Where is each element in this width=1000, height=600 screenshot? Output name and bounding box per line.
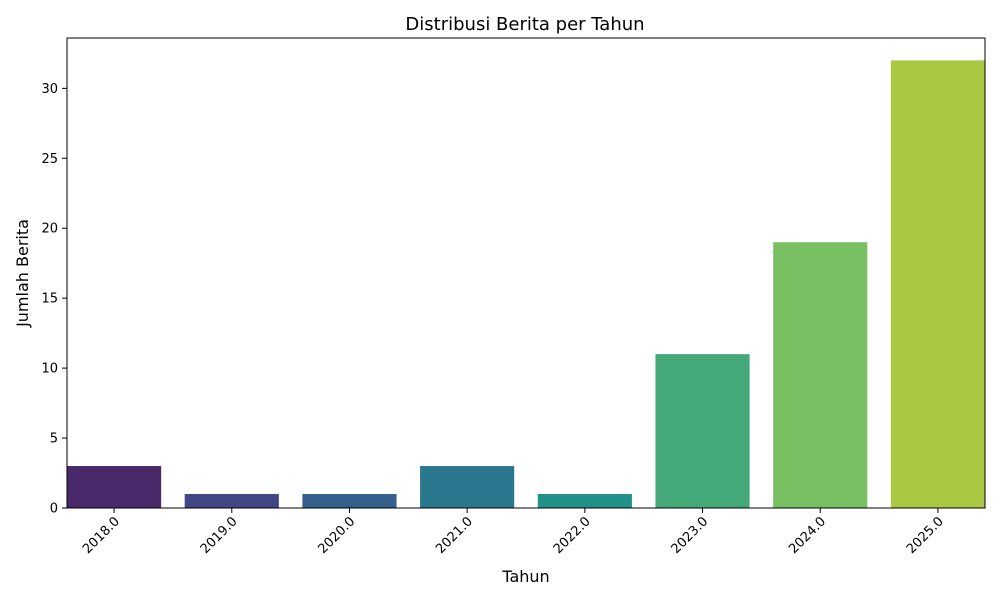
bar-2020.0 [302, 494, 397, 508]
bar-2022.0 [537, 494, 632, 508]
x-tick-label: 2023.0 [669, 514, 712, 557]
bars-group [67, 60, 985, 508]
x-tick-label: 2022.0 [551, 514, 594, 557]
bar-2023.0 [655, 354, 750, 508]
plot-frame [66, 37, 986, 509]
x-tick-label: 2020.0 [316, 514, 359, 557]
y-axis-label: Jumlah Berita [13, 219, 32, 328]
y-tick-label: 30 [41, 82, 58, 97]
y-tick-label: 5 [50, 432, 58, 447]
chart-title: Distribusi Berita per Tahun [405, 14, 644, 35]
x-tick-label: 2019.0 [198, 514, 241, 557]
x-tick-label: 2025.0 [904, 514, 947, 557]
bar-2024.0 [773, 242, 868, 508]
bar-2018.0 [67, 466, 162, 508]
x-axis: 2018.0 2019.0 2020.0 2021.0 2022.0 2023.0 2024… [80, 508, 947, 557]
y-axis: 0 5 10 15 20 25 30 [41, 82, 67, 517]
bar-2021.0 [420, 466, 515, 508]
y-tick-label: 10 [41, 362, 58, 377]
y-tick-label: 25 [41, 152, 58, 167]
x-axis-label: Tahun [501, 567, 549, 586]
y-tick-label: 20 [41, 222, 58, 237]
x-tick-label: 2024.0 [786, 514, 829, 557]
bar-2025.0 [890, 60, 985, 508]
bar-2019.0 [184, 494, 279, 508]
x-tick-label: 2018.0 [80, 514, 123, 557]
x-tick-label: 2021.0 [433, 514, 476, 557]
y-tick-label: 0 [50, 502, 58, 517]
y-tick-label: 15 [41, 292, 58, 307]
